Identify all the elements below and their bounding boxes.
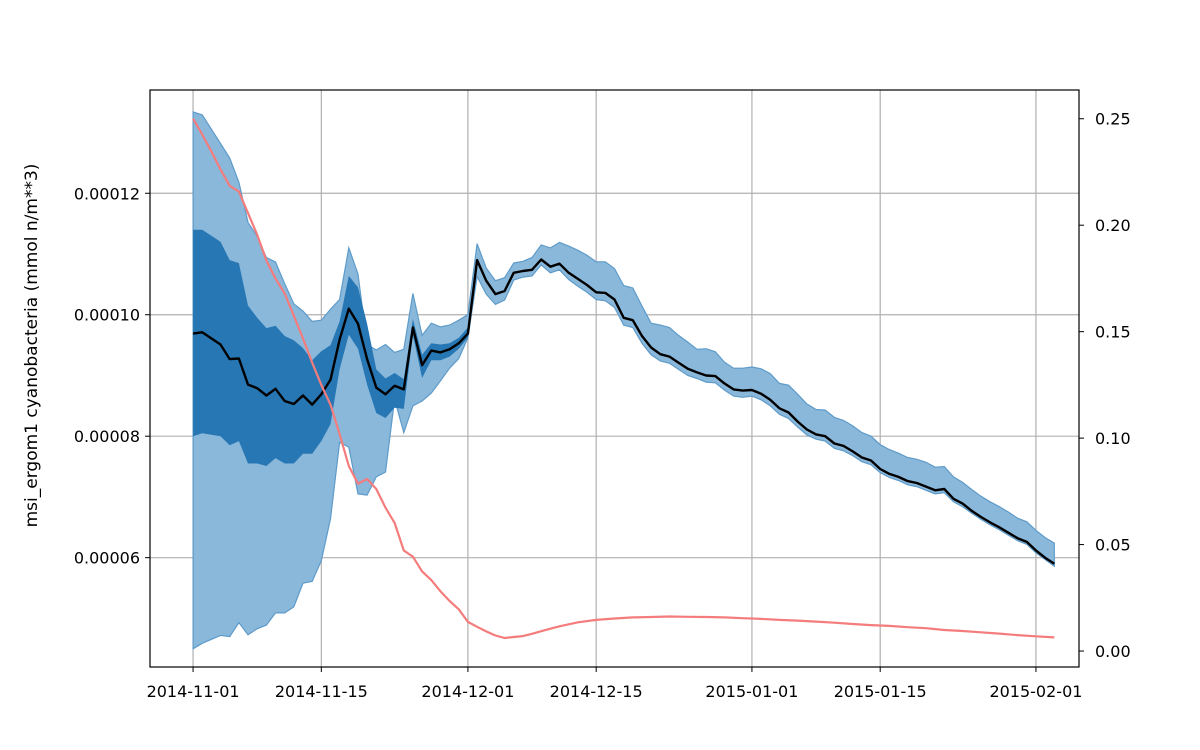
x-tick-label: 2014-12-01 [421,682,514,701]
median-line [192,258,1055,565]
outer-band-layer [192,111,1055,650]
right-axis-line-layer [192,118,1055,640]
x-axis: 2014-11-01 2014-11-15 2014-12-01 2014-12-15… [147,667,1082,701]
y-right-tick-label: 0.00 [1095,642,1131,661]
y-left-tick-label: 0.00012 [74,184,140,203]
x-tick-label: 2014-12-15 [550,682,643,701]
y-right-tick-label: 0.25 [1095,110,1131,129]
x-tick-label: 2014-11-01 [147,682,240,701]
inner-uncertainty-band [193,229,478,466]
y-right-tick-label: 0.10 [1095,429,1131,448]
y-axis-right: 0.00 0.05 0.10 0.15 0.20 0.25 [1079,110,1131,661]
y-right-tick-label: 0.20 [1095,216,1131,235]
y-left-tick-label: 0.00008 [74,427,140,446]
x-tick-label: 2015-02-01 [989,682,1082,701]
plot-area [149,89,1080,668]
y-right-tick-label: 0.15 [1095,323,1131,342]
y-left-tick-label: 0.00010 [74,306,140,325]
x-tick-label: 2015-01-15 [834,682,927,701]
y-axis-left: 0.00006 0.00008 0.00010 0.00012 [74,184,150,568]
median-line-layer [192,258,1055,565]
y-right-tick-label: 0.05 [1095,536,1131,555]
x-tick-label: 2015-01-01 [705,682,798,701]
y-axis-label: msi_ergom1 cyanobacteria (mmol n/m**3) [22,164,42,528]
inner-band-layer [193,229,478,466]
right-axis-series-line [192,118,1055,640]
x-tick-label: 2014-11-15 [275,682,368,701]
outer-uncertainty-band [192,111,1055,650]
y-left-tick-label: 0.00006 [74,549,140,568]
axes-frame [149,89,1080,668]
